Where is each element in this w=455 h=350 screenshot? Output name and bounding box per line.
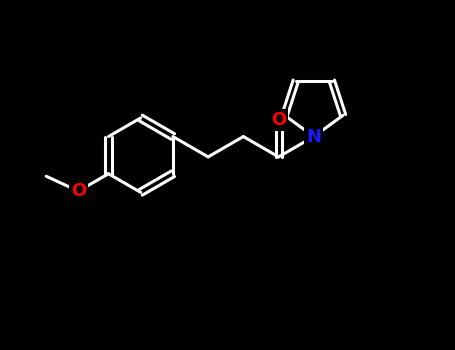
Text: O: O bbox=[71, 182, 86, 200]
Text: N: N bbox=[306, 127, 321, 146]
Text: N: N bbox=[306, 127, 321, 146]
Text: O: O bbox=[271, 111, 286, 129]
